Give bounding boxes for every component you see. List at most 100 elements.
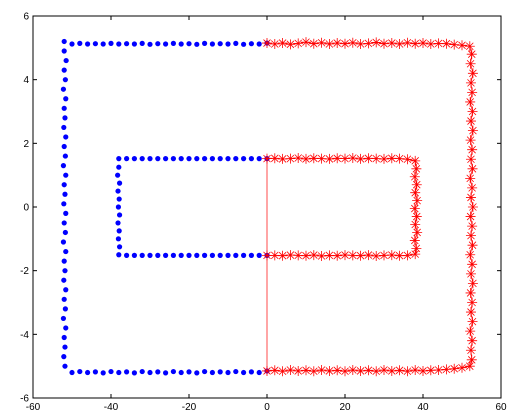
data-point <box>77 368 83 375</box>
data-point <box>186 252 192 258</box>
data-point <box>316 364 327 375</box>
data-point <box>194 252 200 258</box>
x-tick-label: 40 <box>417 402 429 413</box>
data-point <box>332 365 343 376</box>
data-point <box>116 196 122 202</box>
data-point <box>467 202 478 212</box>
data-point <box>115 204 122 210</box>
data-point <box>209 41 215 47</box>
data-point <box>163 156 169 162</box>
data-point <box>60 315 67 322</box>
data-point <box>186 369 192 375</box>
data-point <box>61 277 67 283</box>
data-point <box>301 250 311 261</box>
data-point <box>116 228 122 234</box>
data-point <box>139 252 145 258</box>
y-tick-label: 0 <box>23 203 29 214</box>
data-point <box>402 366 413 377</box>
data-point <box>62 77 68 83</box>
data-point <box>363 38 374 49</box>
data-point <box>467 163 478 174</box>
data-point <box>77 40 83 46</box>
data-point <box>217 156 223 162</box>
data-point <box>85 41 91 47</box>
data-point <box>62 229 68 236</box>
series-0 <box>60 38 270 376</box>
data-point <box>225 252 231 258</box>
data-point <box>62 153 68 159</box>
data-point <box>269 365 280 376</box>
data-point <box>465 135 476 146</box>
data-point <box>60 86 67 92</box>
data-point <box>248 252 254 258</box>
data-point <box>202 40 208 46</box>
data-point <box>61 296 67 302</box>
data-point <box>467 221 478 232</box>
data-point <box>147 252 153 258</box>
y-tick-label: -4 <box>20 330 29 341</box>
data-point <box>63 248 69 255</box>
data-point <box>170 368 176 375</box>
data-point <box>202 368 208 375</box>
data-point <box>170 252 176 258</box>
data-point <box>178 156 184 162</box>
data-point <box>301 37 311 48</box>
data-point <box>324 39 335 50</box>
data-point <box>115 172 121 178</box>
y-tick-label: -6 <box>20 394 29 405</box>
data-point <box>256 369 262 376</box>
data-point <box>262 365 272 376</box>
data-point <box>394 365 405 376</box>
data-point <box>465 77 476 88</box>
data-point <box>441 364 452 375</box>
data-point <box>124 369 130 375</box>
data-point <box>410 364 421 375</box>
data-point <box>355 39 366 50</box>
data-point <box>457 362 467 373</box>
data-point <box>116 164 122 170</box>
data-point <box>371 366 382 377</box>
data-point <box>115 220 121 226</box>
data-point <box>301 365 311 376</box>
data-point <box>62 191 68 197</box>
data-point <box>61 182 67 188</box>
data-point <box>92 369 98 375</box>
data-point <box>63 210 69 216</box>
data-point <box>262 250 272 261</box>
data-point <box>277 38 288 49</box>
data-point <box>394 250 405 261</box>
data-point <box>308 153 319 164</box>
data-point <box>465 211 476 222</box>
data-point <box>124 156 130 162</box>
data-point <box>465 326 476 337</box>
data-point <box>363 153 374 164</box>
data-point <box>233 252 239 258</box>
data-point <box>467 144 478 155</box>
data-point <box>411 179 422 190</box>
data-point <box>61 67 67 73</box>
data-point <box>139 368 145 375</box>
data-point <box>116 212 123 218</box>
data-point <box>418 365 428 376</box>
data-point <box>63 96 69 102</box>
data-point <box>324 153 335 164</box>
data-point <box>233 156 239 162</box>
data-point <box>340 366 350 377</box>
data-point <box>449 39 460 50</box>
data-point <box>465 116 476 127</box>
data-point <box>347 37 358 48</box>
data-point <box>62 344 68 350</box>
data-point <box>347 152 358 163</box>
data-point <box>425 365 436 376</box>
data-point <box>411 243 422 254</box>
data-point <box>131 252 137 258</box>
x-tick-label: 60 <box>495 402 507 413</box>
data-point <box>147 156 153 162</box>
data-point <box>155 252 161 258</box>
data-point <box>60 163 67 169</box>
data-point <box>466 354 477 365</box>
data-point <box>465 268 476 279</box>
data-point <box>332 250 343 261</box>
data-point <box>465 58 476 69</box>
